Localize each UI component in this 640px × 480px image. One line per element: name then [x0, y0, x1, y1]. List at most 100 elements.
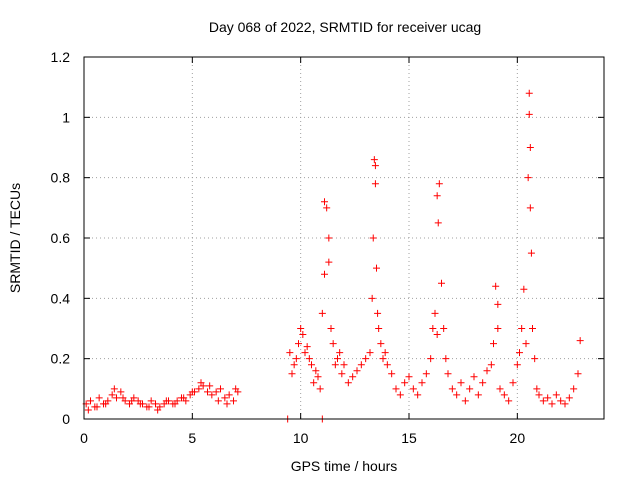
- data-point: [483, 367, 491, 375]
- data-point: [516, 349, 523, 357]
- data-point: [570, 385, 578, 393]
- data-point: [338, 370, 346, 378]
- data-point: [371, 180, 379, 188]
- data-point: [353, 367, 361, 375]
- data-point: [195, 385, 203, 393]
- data-point: [513, 361, 521, 369]
- data-point: [383, 361, 391, 369]
- data-point: [102, 400, 110, 408]
- data-point: [373, 264, 380, 272]
- data-point: [500, 391, 508, 399]
- data-point: [95, 394, 103, 402]
- data-point: [286, 349, 294, 357]
- data-point: [344, 379, 352, 387]
- data-point: [444, 370, 452, 378]
- data-point: [362, 355, 370, 363]
- y-tick-label: 0.4: [51, 290, 71, 306]
- data-point: [429, 325, 437, 332]
- data-point: [529, 325, 536, 332]
- data-point: [505, 397, 513, 405]
- data-point: [433, 192, 441, 200]
- data-point: [301, 349, 309, 357]
- data-point: [375, 325, 383, 332]
- data-point: [494, 300, 502, 308]
- data-point: [336, 349, 344, 357]
- x-tick-labels: 0 5 10 15 20: [80, 430, 525, 446]
- data-point: [214, 397, 222, 405]
- y-axis-label: SRMTID / TECUs: [7, 183, 23, 293]
- data-point: [535, 391, 543, 399]
- data-point: [303, 343, 311, 351]
- data-point: [524, 174, 532, 182]
- data-point: [396, 391, 404, 399]
- data-point: [204, 388, 211, 396]
- data-point: [119, 394, 127, 402]
- data-point: [565, 394, 573, 402]
- y-tick-label: 1: [62, 109, 70, 125]
- data-point: [340, 361, 348, 369]
- data-point: [292, 355, 300, 363]
- data-point: [225, 391, 233, 399]
- data-point: [312, 367, 320, 375]
- data-point: [349, 373, 357, 381]
- data-point: [310, 379, 318, 387]
- data-point: [434, 219, 442, 227]
- chart-title: Day 068 of 2022, SRMTID for receiver uca…: [209, 19, 481, 35]
- data-point: [321, 198, 328, 206]
- x-tick-label: 10: [293, 430, 309, 446]
- data-point: [334, 355, 341, 363]
- data-point: [409, 385, 417, 393]
- data-point: [427, 355, 435, 363]
- data-point: [197, 379, 205, 387]
- grid-lines: [84, 57, 604, 419]
- data-point: [206, 382, 214, 390]
- data-point: [325, 258, 333, 266]
- data-point: [366, 349, 374, 357]
- y-tick-label: 1.2: [51, 49, 71, 65]
- data-point: [145, 403, 153, 411]
- data-point: [418, 379, 426, 387]
- x-axis-label: GPS time / hours: [291, 458, 398, 474]
- data-point: [369, 234, 377, 242]
- data-point: [232, 385, 240, 393]
- data-point: [188, 388, 196, 396]
- y-tick-label: 0.6: [51, 230, 71, 246]
- data-point: [518, 325, 526, 332]
- data-point: [154, 406, 162, 414]
- data-point: [374, 309, 382, 317]
- data-point: [108, 391, 116, 399]
- data-point: [325, 234, 333, 242]
- data-point: [152, 400, 159, 408]
- data-point: [323, 204, 331, 212]
- data-point: [470, 373, 478, 381]
- data-point: [223, 400, 231, 408]
- data-point: [522, 340, 530, 348]
- data-point: [295, 340, 302, 348]
- data-point: [574, 370, 582, 378]
- data-point: [377, 340, 385, 348]
- data-point: [136, 400, 144, 408]
- data-point: [212, 388, 220, 396]
- data-point: [433, 331, 441, 339]
- data-point: [448, 385, 456, 393]
- data-point: [180, 394, 188, 402]
- x-tick-label: 15: [401, 430, 417, 446]
- data-point: [474, 391, 482, 399]
- data-point: [557, 397, 565, 405]
- data-point: [442, 355, 450, 363]
- data-point: [576, 337, 584, 345]
- data-point: [221, 394, 229, 402]
- data-point: [327, 325, 335, 332]
- axis-ticks: [83, 56, 604, 420]
- data-point: [379, 355, 387, 363]
- data-point: [548, 400, 556, 408]
- data-point: [533, 385, 541, 393]
- data-point: [552, 391, 560, 399]
- data-points: [82, 89, 584, 423]
- data-point: [531, 355, 539, 363]
- data-point: [288, 370, 296, 378]
- data-point: [381, 349, 389, 357]
- data-point: [217, 385, 224, 393]
- data-point: [492, 282, 500, 290]
- data-point: [527, 249, 535, 257]
